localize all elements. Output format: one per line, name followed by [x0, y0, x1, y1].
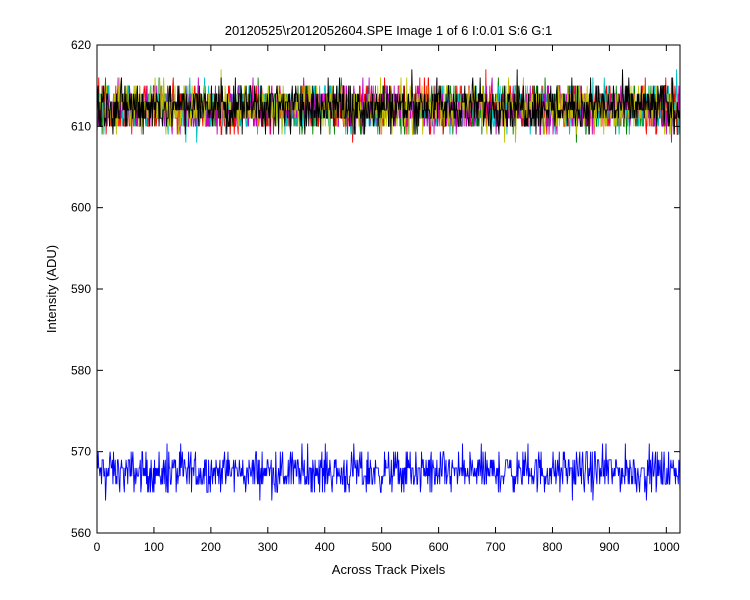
y-tick-label: 600 — [71, 201, 91, 215]
x-tick-label: 600 — [429, 540, 449, 554]
x-tick-label: 500 — [372, 540, 392, 554]
y-axis-label: Intensity (ADU) — [44, 245, 59, 333]
y-tick-label: 610 — [71, 119, 91, 133]
y-tick-label: 620 — [71, 38, 91, 52]
series-layer — [97, 69, 680, 501]
x-tick-label: 0 — [94, 540, 101, 554]
x-tick-label: 200 — [201, 540, 221, 554]
series-line-6 — [97, 69, 680, 135]
y-tick-label: 590 — [71, 282, 91, 296]
x-axis-label: Across Track Pixels — [332, 562, 446, 577]
x-tick-label: 100 — [144, 540, 164, 554]
y-tick-label: 560 — [71, 526, 91, 540]
x-tick-label: 300 — [258, 540, 278, 554]
x-tick-label: 900 — [599, 540, 619, 554]
series-line-0 — [97, 443, 680, 501]
x-tick-label: 800 — [542, 540, 562, 554]
y-tick-label: 580 — [71, 363, 91, 377]
y-tick-label: 570 — [71, 445, 91, 459]
y-axis-ticks: 560 570 580 590 600 610 620 — [71, 38, 680, 540]
x-tick-label: 1000 — [653, 540, 680, 554]
x-tick-label: 700 — [486, 540, 506, 554]
x-axis-ticks: 0 100 200 300 400 500 600 700 800 900 1000 — [94, 45, 680, 554]
x-tick-label: 400 — [315, 540, 335, 554]
chart-title: 20120525\r2012052604.SPE Image 1 of 6 I:… — [225, 23, 552, 38]
